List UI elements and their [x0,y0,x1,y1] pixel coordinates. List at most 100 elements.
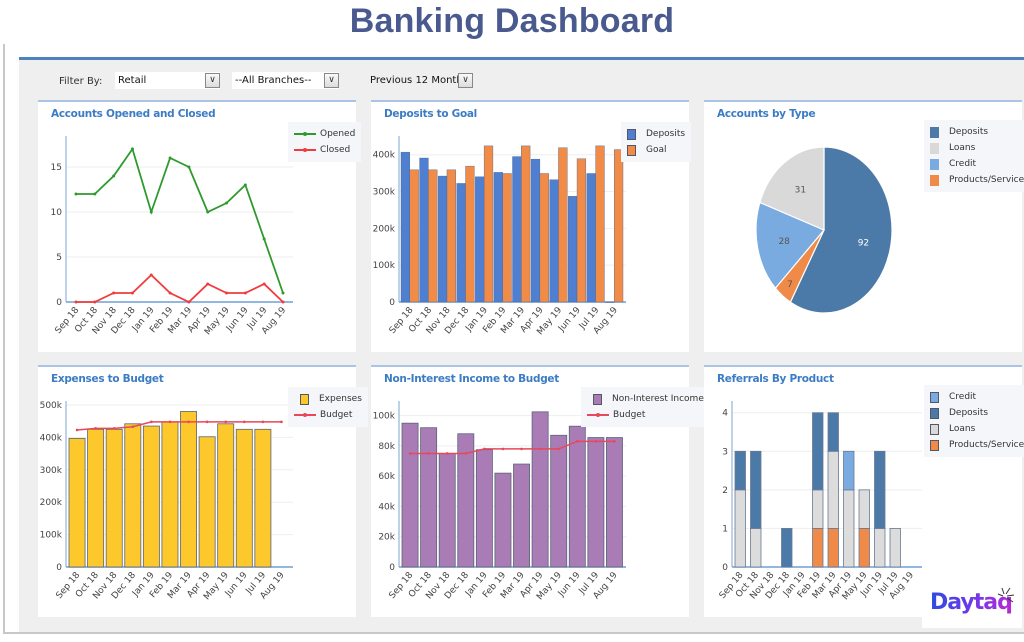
bar [401,422,419,568]
swatch-icon [593,393,602,405]
stacked-segment-loans [734,489,746,568]
bar-deposits [437,175,448,303]
panel-referrals-by-product: 0 1 2 3 4 Sep 18 Oct 18 Nov 18 Dec 18 Jan 19 Feb 1… [704,365,1024,617]
data-point [112,174,116,178]
chevron-down-icon[interactable]: ∨ [324,73,339,88]
branch-select[interactable]: --All Branches-- ∨ [232,72,339,89]
data-point [93,300,97,304]
bar [254,428,272,568]
bar [217,423,235,568]
bar-goal [502,173,512,303]
legend-label: Budget [320,410,353,420]
stacked-segment-deposits [812,412,824,491]
segment-select-value: Retail [118,75,147,86]
dashboard-body: Filter By: Retail ∨ --All Branches-- ∨ P… [19,57,1024,632]
series-line-closed [76,273,284,304]
chart-legend: Non-Interest Income Budget [581,387,710,427]
legend-label: Deposits [646,129,686,139]
swatch-icon [930,142,939,154]
bar [142,425,160,568]
stacked-segment-loans [858,489,870,529]
legend-label: Deposits [949,127,989,137]
series-line-opened [76,146,284,294]
stacked-segment-deposits [874,450,886,529]
bar-deposits [493,172,503,303]
chevron-down-icon[interactable]: ∨ [205,73,220,88]
chart-legend: Deposits Goal [621,122,692,162]
stacked-segment-products-services [858,528,870,568]
line-swatch-icon [294,148,316,152]
bar [494,472,512,568]
data-point [74,192,78,196]
y-tick-label: 0 [56,298,62,308]
budget-point [94,427,97,430]
y-tick-label: 3 [722,447,728,457]
legend-item-non-interest-income: Non-Interest Income [587,391,704,407]
budget-point [557,447,561,451]
legend-label: Budget [613,410,646,420]
panel-title: Accounts Opened and Closed [51,108,216,120]
filter-bar: Filter By: Retail ∨ --All Branches-- ∨ P… [19,70,1024,92]
legend-item-closed: Closed [294,142,355,158]
panel-title: Accounts by Type [717,108,816,120]
bar [531,411,549,568]
y-tick-label: 2 [722,486,728,496]
chart-legend: Expenses Budget [288,387,368,427]
legend-item-products-services: Products/Services [930,172,1024,188]
bar [587,437,605,568]
bar [475,449,493,568]
budget-point [150,420,153,424]
line-swatch-icon [294,132,316,136]
stacked-segment-loans [812,489,824,529]
bar [420,427,438,568]
legend-label: Deposits [949,408,989,418]
bar [438,453,456,568]
line-swatch-icon [587,413,609,417]
bar-goal [483,145,494,303]
accounts-by-type-chart: 92 7 28 31 [755,146,893,314]
budget-line [76,421,282,431]
panel-title: Referrals By Product [717,373,834,385]
data-point [206,210,210,214]
y-tick-label: 100k [40,531,63,541]
y-tick-label: 200k [40,498,63,508]
budget-point [613,440,616,443]
legend-label: Products/Services [949,175,1024,185]
bar [124,423,142,568]
data-point [262,282,266,286]
budget-point [520,447,523,451]
period-select[interactable]: Previous 12 Months ∨ [367,72,473,89]
panel-title: Non-Interest Income to Budget [384,373,559,385]
y-tick-label: 5 [56,253,62,263]
legend-item-loans: Loans [930,140,1024,156]
bar-deposits [605,301,615,303]
legend-item-opened: Opened [294,126,355,142]
y-tick-label: 10 [51,208,63,218]
data-point [149,273,153,277]
data-point [130,147,134,151]
stacked-segment-deposits [734,450,746,491]
segment-select[interactable]: Retail ∨ [115,72,220,89]
bar-deposits [568,196,578,303]
panel-accounts-opened-closed: 0 5 10 15 Sep 18 Oct 18 Nov 18 Dec 18 Jan 19 Feb … [38,100,362,352]
y-tick-label: 0 [389,298,395,308]
bar [87,428,105,568]
bar [513,463,530,568]
y-tick-label: 300k [40,466,63,476]
legend-item-credit: Credit [930,389,1024,405]
bar [161,421,179,568]
budget-point [594,440,598,443]
y-tick-label: 60k [378,472,395,482]
panel-deposits-to-goal: 0 100k 200k 300k 400k Sep 18 Oct 18 Nov 18 Dec 1… [371,100,692,352]
stacked-segment-credit [843,450,855,491]
swatch-icon [930,174,939,186]
swatch-icon [627,144,636,156]
budget-point [205,420,209,424]
chevron-down-icon[interactable]: ∨ [458,73,473,88]
line-swatch-icon [294,413,316,417]
bar-goal [521,145,531,303]
y-tick-label: 0 [722,563,728,573]
panel-non-interest-income: 0 20k 40k 60k 80k 100k Sep 18 Oct 18 Nov 18 Dec 1… [371,365,710,617]
data-point [130,291,134,295]
stacked-segment-products-services [812,528,824,568]
